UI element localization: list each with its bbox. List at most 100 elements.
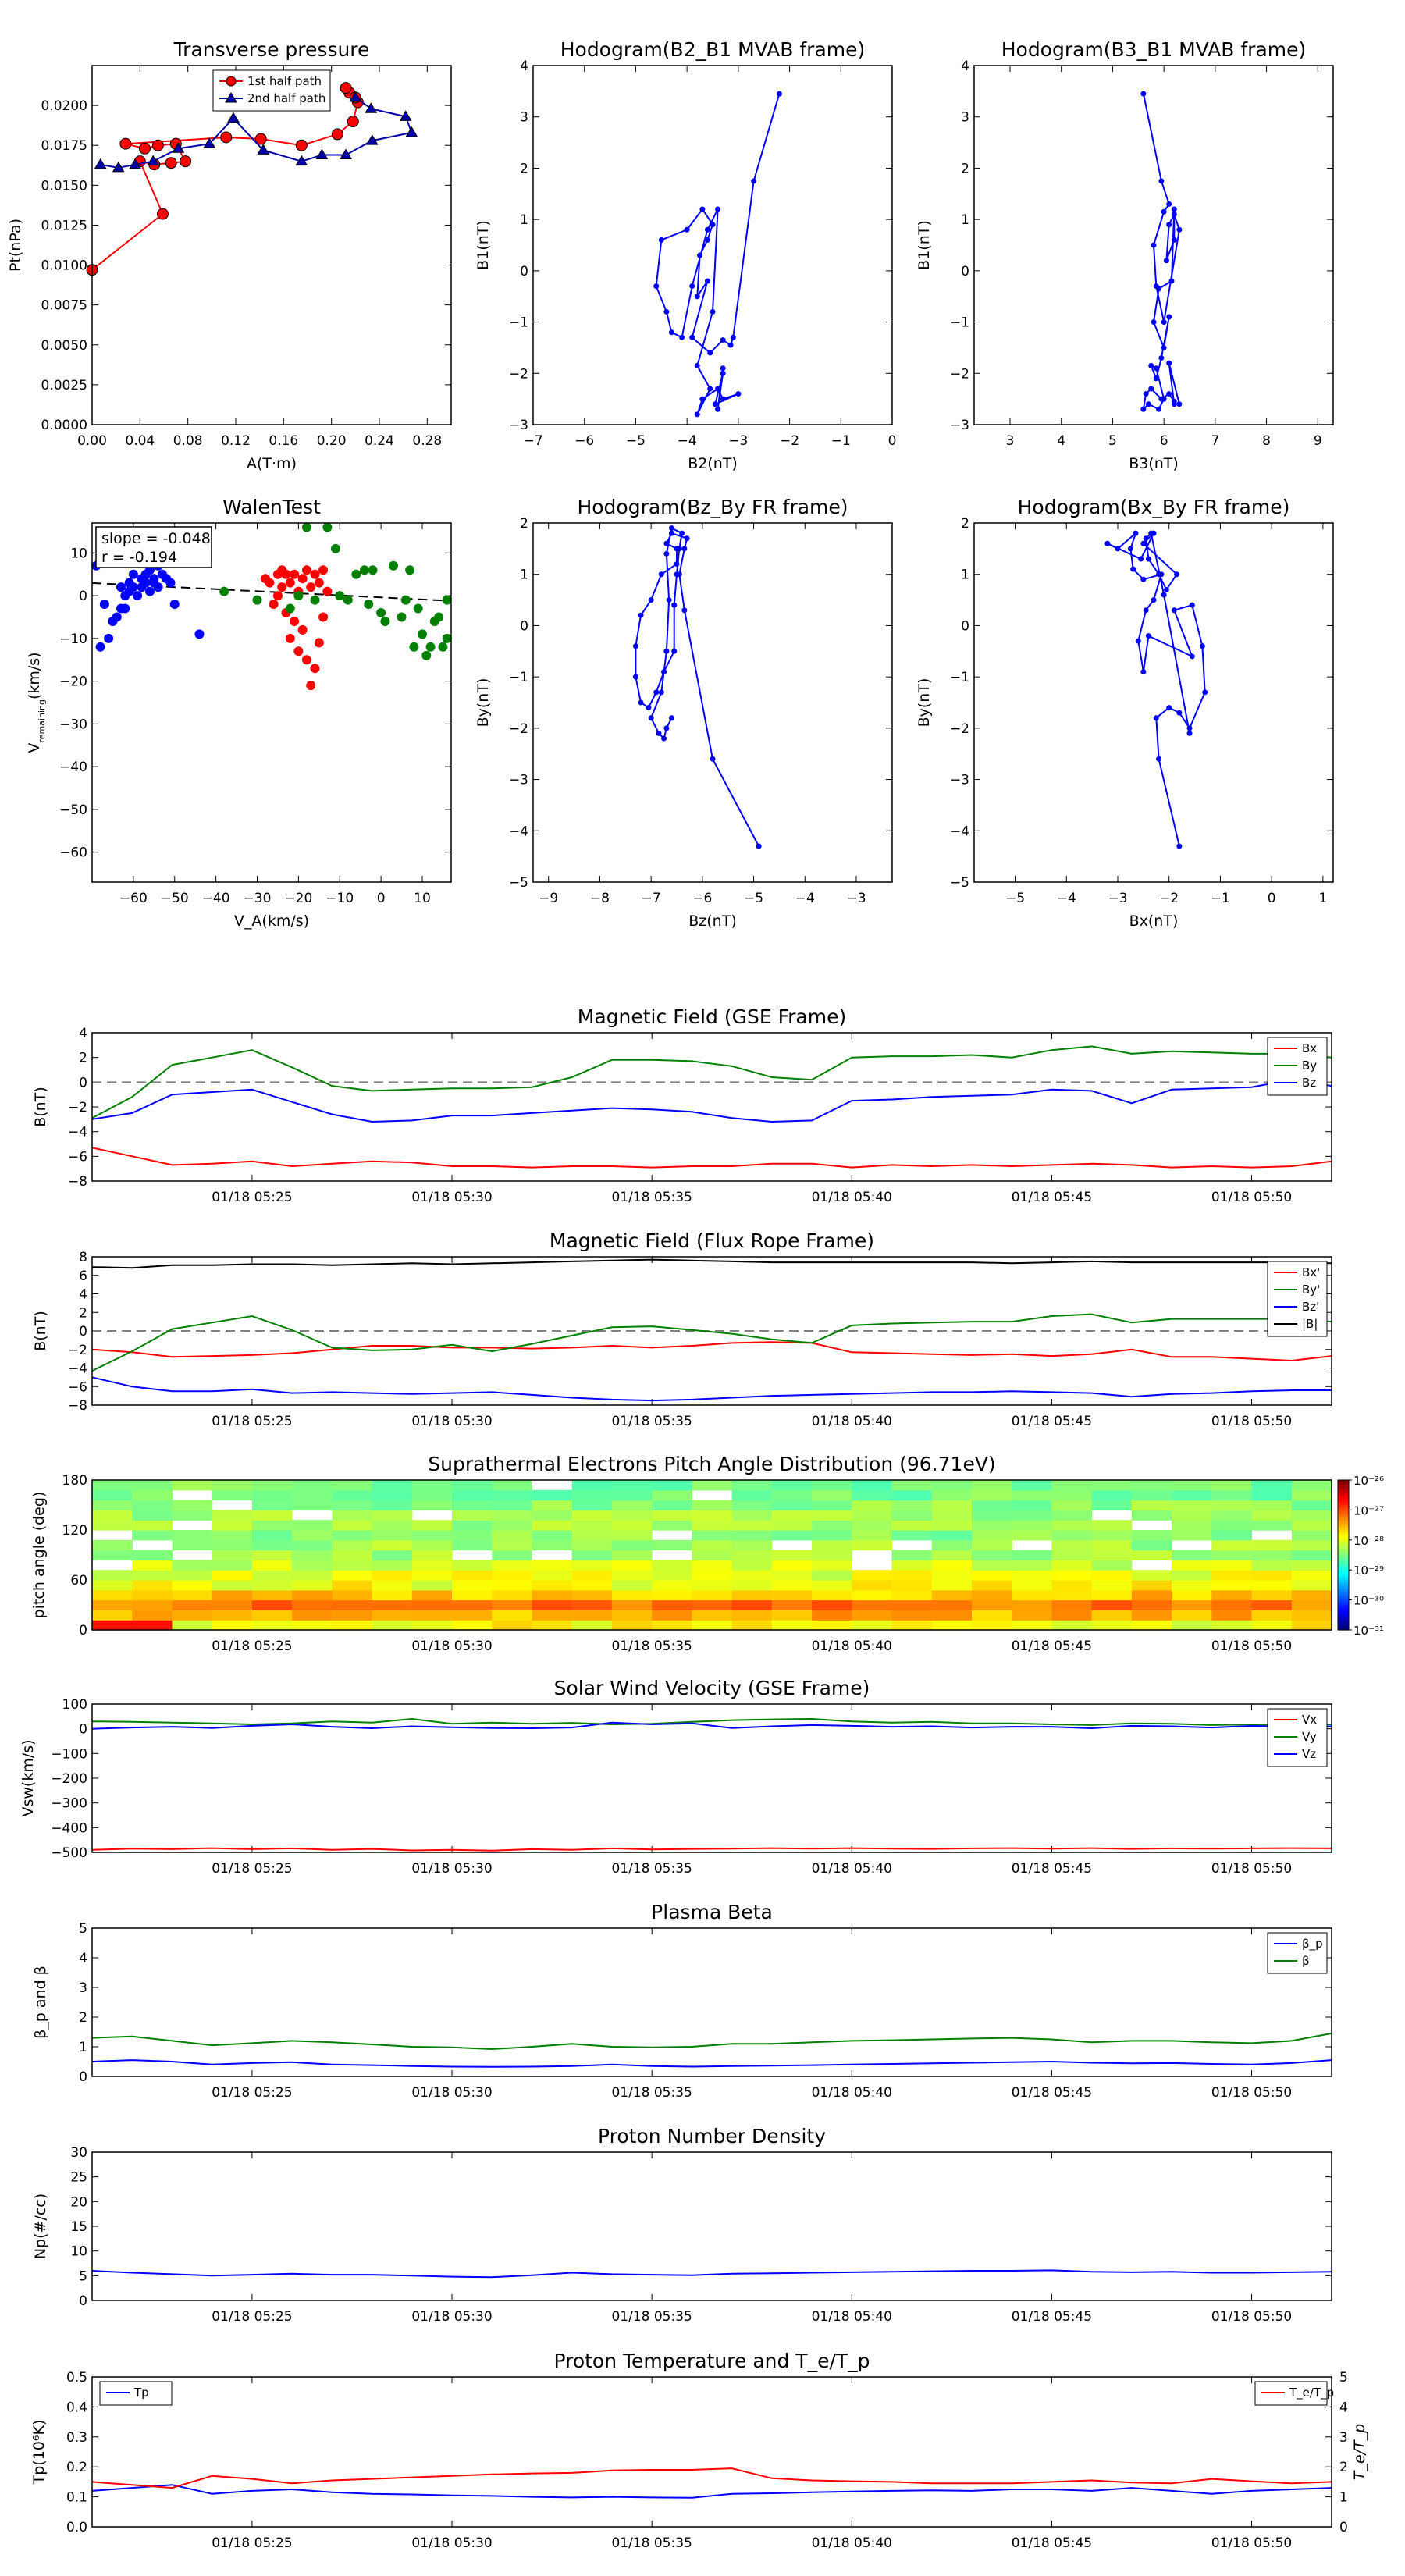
colorbar-segment: [1338, 1572, 1349, 1576]
data-point: [340, 82, 352, 94]
heatmap-cell: [571, 1510, 613, 1521]
heatmap-cell: [212, 1480, 253, 1491]
series-line: [91, 1258, 1332, 1269]
data-point: [730, 334, 736, 340]
chart-title: Hodogram(Bx_By FR frame): [1018, 496, 1290, 518]
x-tick-label: 01/18 05:40: [812, 1190, 892, 1205]
heatmap-cell: [1091, 1570, 1133, 1581]
heatmap-cell: [411, 1520, 453, 1531]
heatmap-cell: [332, 1489, 373, 1501]
data-point: [368, 565, 378, 575]
colorbar-segment: [1338, 1574, 1349, 1578]
y-axis-label: Vsw(km/s): [20, 1739, 37, 1816]
heatmap-cell: [372, 1489, 413, 1501]
heatmap-cell: [1291, 1620, 1332, 1631]
y-tick-label: −2: [509, 721, 528, 737]
colorbar-segment: [1338, 1617, 1349, 1621]
legend-marker: [225, 92, 237, 103]
data-point: [663, 308, 670, 315]
heatmap-cell: [652, 1539, 692, 1551]
heatmap-cell: [1172, 1610, 1212, 1621]
heatmap-cell: [292, 1480, 333, 1491]
y-tick-label: −300: [51, 1796, 87, 1812]
chart-title: Suprathermal Electrons Pitch Angle Distr…: [428, 1453, 995, 1475]
heatmap-cell: [1291, 1510, 1332, 1521]
heatmap-cell: [372, 1560, 413, 1571]
colorbar-label: 10⁻³¹: [1353, 1624, 1384, 1638]
heatmap-cell: [931, 1589, 973, 1601]
heatmap-cell: [292, 1560, 333, 1571]
heatmap-cell: [611, 1589, 653, 1601]
heatmap-cell: [251, 1610, 293, 1621]
heatmap-cell: [812, 1580, 852, 1591]
y-tick-label: 1: [520, 568, 528, 583]
y-tick-label: 0: [79, 589, 87, 604]
heatmap-cell: [852, 1500, 893, 1510]
series-line: [91, 87, 359, 271]
heatmap-cell: [1211, 1530, 1253, 1541]
x-tick-label: 01/18 05:45: [1012, 1861, 1092, 1877]
heatmap-cell: [172, 1610, 213, 1621]
x-tick-label: 01/18 05:30: [411, 2085, 492, 2101]
x-tick-label: 01/18 05:25: [212, 1414, 292, 1429]
heatmap-cell: [1012, 1620, 1052, 1631]
heatmap-cell: [1051, 1610, 1093, 1621]
heatmap-cell: [692, 1510, 733, 1521]
data-point: [330, 543, 340, 553]
x-tick-label: 01/18 05:40: [812, 2309, 892, 2325]
heatmap-cell: [172, 1500, 213, 1510]
heatmap-cell: [1211, 1589, 1253, 1601]
data-point: [1166, 222, 1172, 228]
data-point: [318, 612, 329, 622]
chart-title: Transverse pressure: [173, 38, 370, 61]
y-tick-label: 3: [79, 1980, 87, 1996]
heatmap-cell: [172, 1539, 213, 1551]
heatmap-cell: [652, 1500, 692, 1510]
data-point: [704, 226, 710, 233]
data-point: [129, 158, 142, 169]
heatmap-cell: [492, 1570, 533, 1581]
data-point: [638, 612, 644, 618]
heatmap-cell: [812, 1570, 852, 1581]
heatmap-cell: [692, 1580, 733, 1591]
data-point: [1161, 319, 1167, 326]
data-point: [720, 365, 726, 372]
heatmap-cell: [332, 1550, 373, 1560]
x-tick-label: 0.08: [173, 433, 203, 449]
colorbar-segment: [1338, 1620, 1349, 1623]
x-tick-label: −1: [831, 433, 851, 449]
x-tick-label: 01/18 05:30: [411, 1861, 492, 1877]
x-tick-label: 5: [1108, 433, 1117, 449]
heatmap-cell: [132, 1480, 173, 1491]
x-tick-label: −7: [642, 891, 661, 906]
heatmap-cell: [1211, 1610, 1253, 1621]
data-point: [359, 565, 369, 575]
series-line: [91, 1717, 1332, 1726]
heatmap-cell: [1291, 1480, 1332, 1491]
heatmap-cell: [172, 1560, 213, 1571]
data-point: [297, 624, 308, 635]
right-tick-label: 3: [1339, 2430, 1348, 2446]
x-tick-label: 01/18 05:45: [1012, 2535, 1092, 2551]
data-point: [417, 629, 427, 639]
x-tick-label: −8: [590, 891, 610, 906]
heatmap-cell: [532, 1510, 573, 1521]
x-tick-label: 01/18 05:45: [1012, 1190, 1092, 1205]
data-point: [658, 689, 664, 696]
heatmap-cell: [692, 1550, 733, 1560]
heatmap-cell: [372, 1589, 413, 1601]
data-point: [689, 334, 695, 340]
y-tick-label: 1: [961, 568, 969, 583]
heatmap-cell: [92, 1539, 133, 1551]
legend-label: Vz: [1302, 1747, 1316, 1761]
x-tick-label: −6: [574, 433, 594, 449]
data-point: [776, 91, 782, 97]
heatmap-cell: [571, 1480, 613, 1491]
x-tick-label: −6: [692, 891, 712, 906]
heatmap-cell: [292, 1489, 333, 1501]
heatmap-cell: [1211, 1510, 1253, 1521]
heatmap-cell: [251, 1570, 293, 1581]
heatmap-cell: [692, 1599, 733, 1610]
colorbar-segment: [1338, 1525, 1349, 1528]
x-tick-label: 0.24: [365, 433, 394, 449]
